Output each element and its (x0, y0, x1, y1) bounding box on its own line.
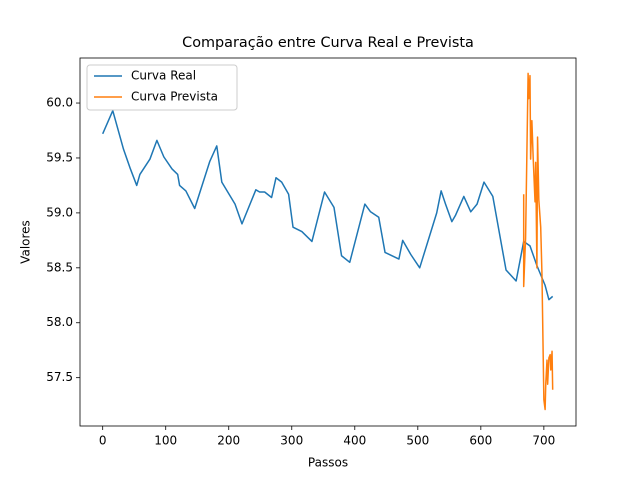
x-tick-label: 0 (99, 434, 107, 448)
data-line (102, 109, 554, 301)
y-tick-label: 57.5 (46, 370, 73, 384)
x-tick-label: 300 (280, 434, 303, 448)
x-axis-label: Passos (308, 456, 348, 470)
y-tick-label: 59.5 (46, 150, 73, 164)
y-tick-label: 58.0 (46, 315, 73, 329)
x-tick-label: 400 (343, 434, 366, 448)
axes-frame (79, 57, 577, 427)
y-tick-label: 58.5 (46, 260, 73, 274)
x-tick-label: 700 (532, 434, 555, 448)
data-line (522, 72, 554, 411)
y-tick-label: 59.0 (46, 205, 73, 219)
legend-box (86, 64, 238, 111)
y-axis-label: Valores (19, 220, 33, 264)
legend-label: Curva Prevista (131, 90, 218, 104)
y-tick-label: 60.0 (46, 96, 73, 110)
x-tick-label: 100 (154, 434, 177, 448)
x-tick-label: 600 (469, 434, 492, 448)
chart-title: Comparação entre Curva Real e Prevista (182, 35, 474, 51)
x-tick-label: 200 (217, 434, 240, 448)
x-tick-label: 500 (406, 434, 429, 448)
legend-label: Curva Real (131, 69, 196, 83)
